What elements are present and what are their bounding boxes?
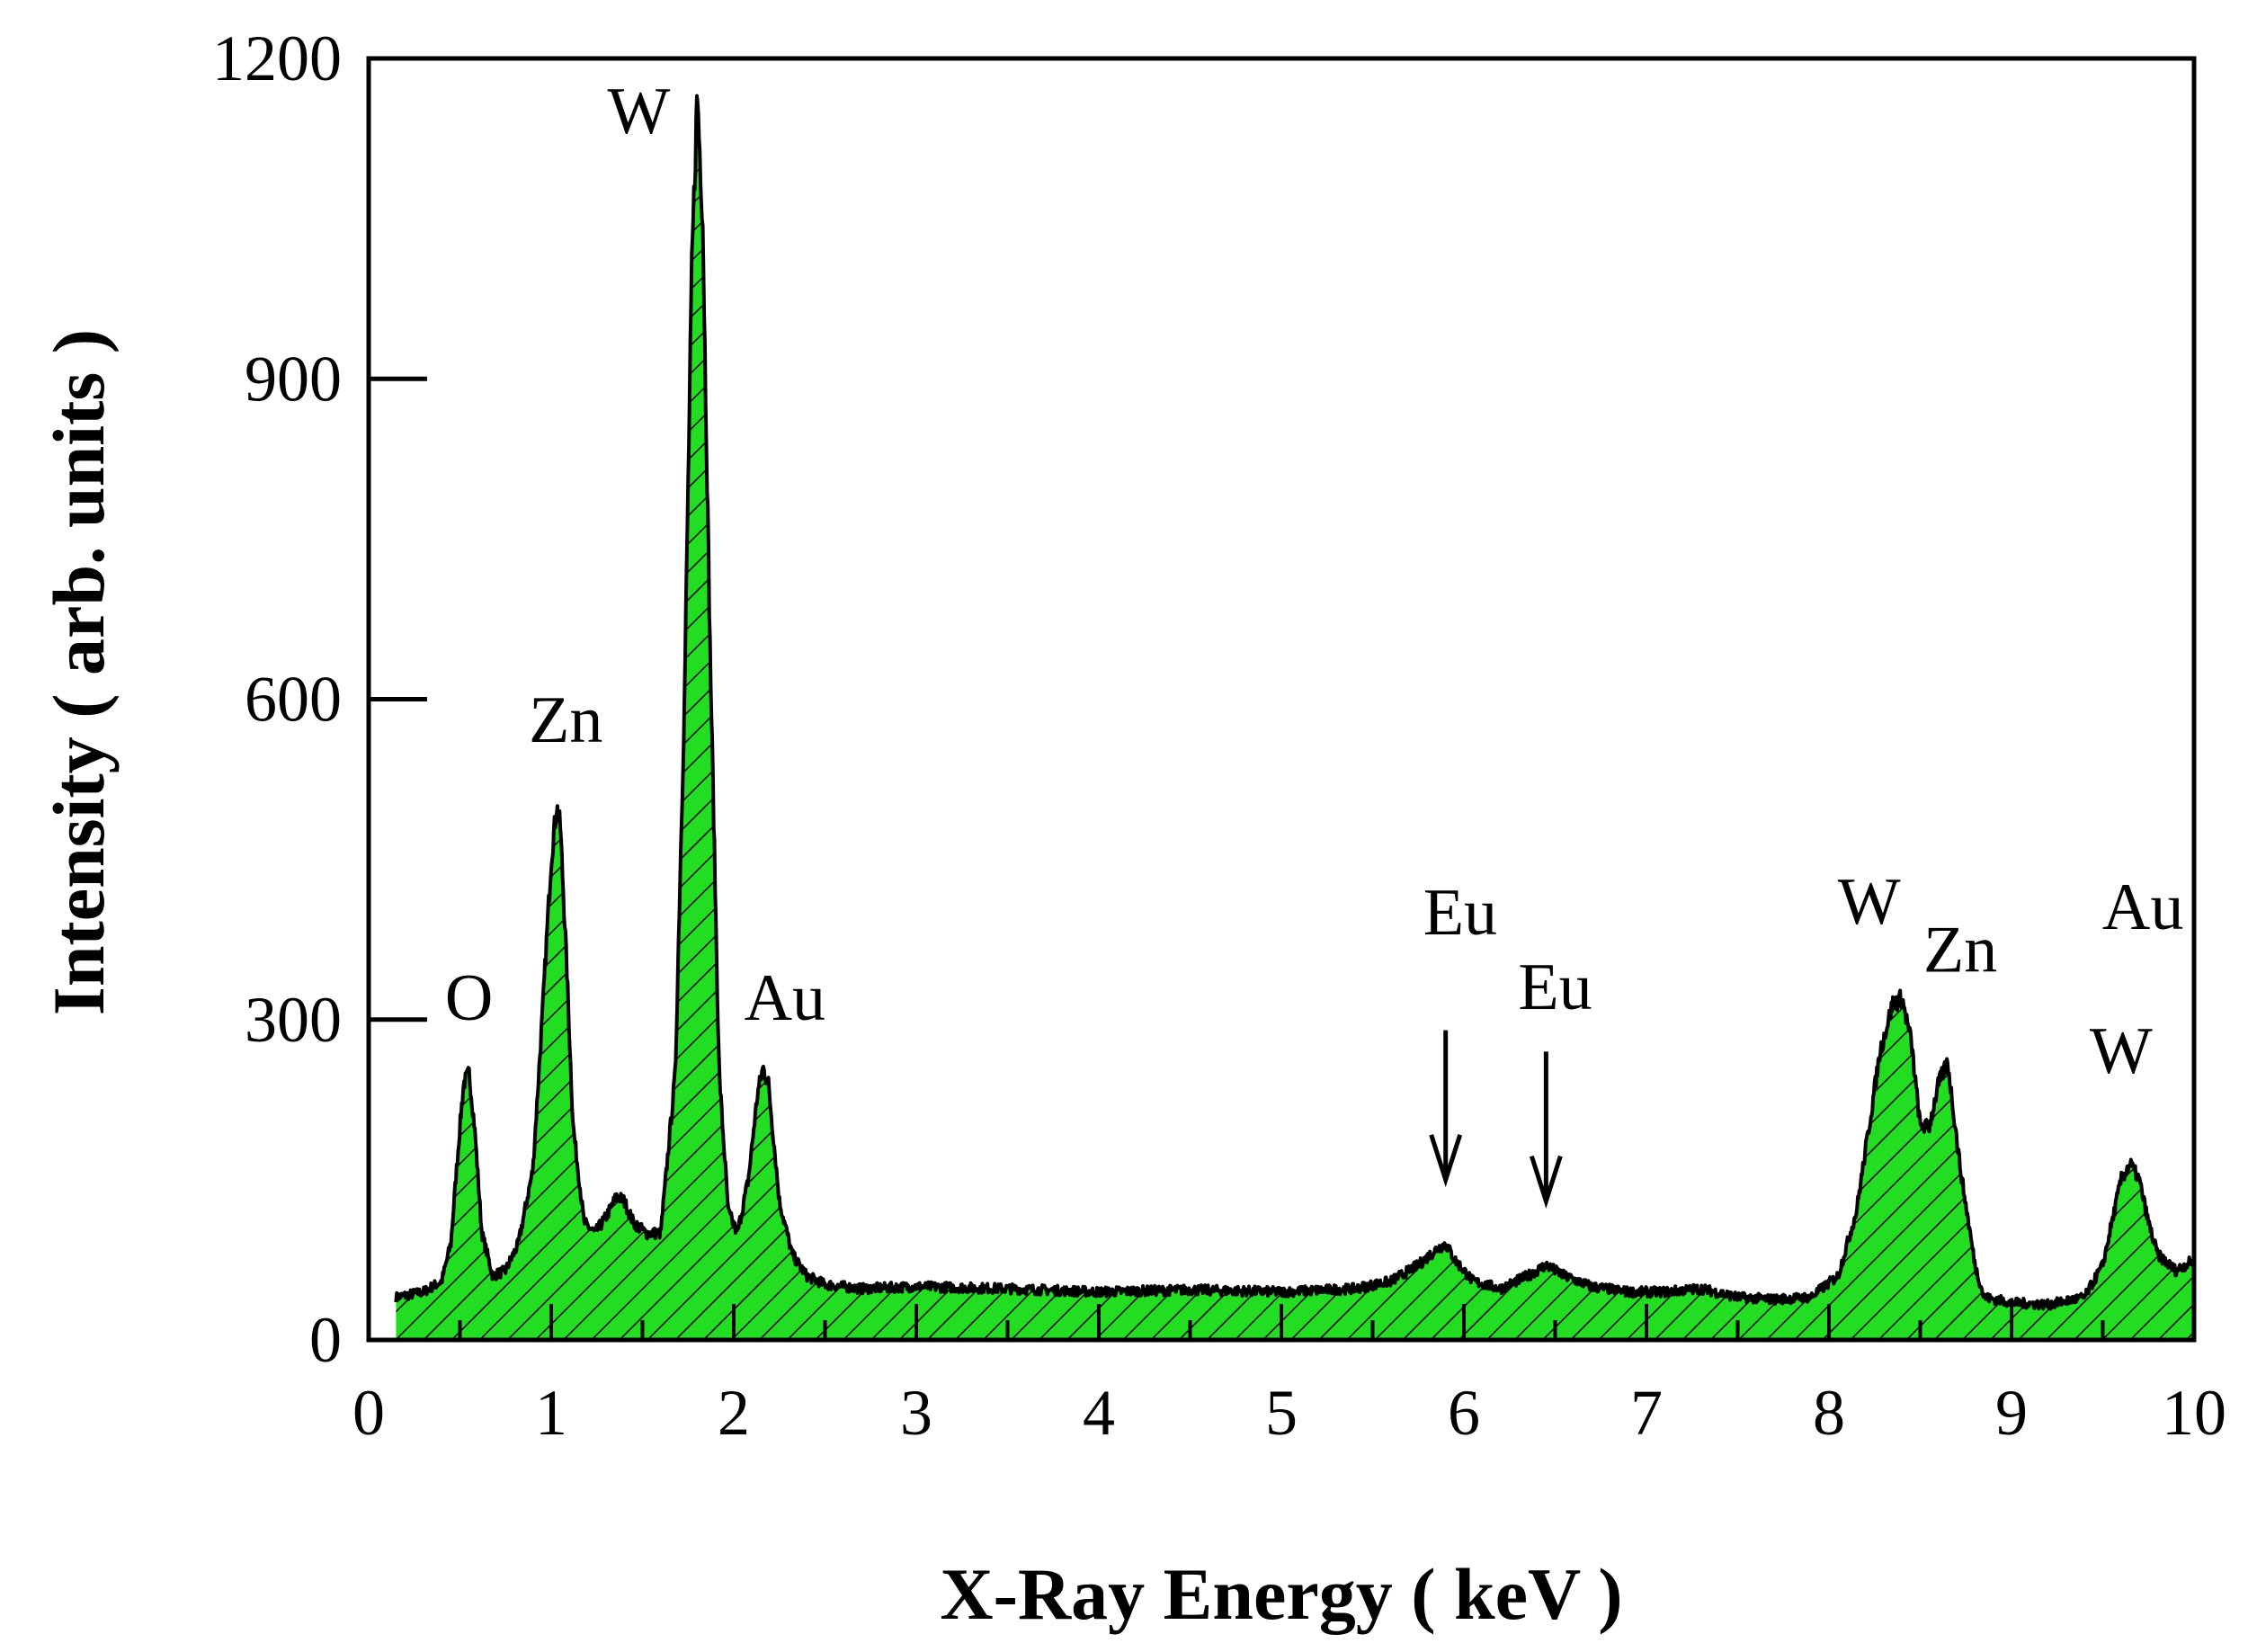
y-axis-title: Intensity ( arb. units ) — [38, 329, 120, 1015]
peak-label: Eu — [1423, 876, 1497, 950]
peak-label: Au — [745, 961, 825, 1035]
x-tick-label: 6 — [1448, 1377, 1480, 1449]
x-tick-label: 1 — [535, 1377, 567, 1449]
peak-label: Zn — [529, 683, 602, 757]
y-tick-label: 0 — [309, 1304, 342, 1376]
peak-label: O — [445, 961, 493, 1035]
x-axis-title: X-Ray Energy ( keV ) — [940, 1553, 1622, 1635]
spectrum-area-fill — [396, 95, 2194, 1341]
x-tick-label: 10 — [2162, 1377, 2226, 1449]
y-tick-label: 300 — [245, 984, 342, 1056]
peak-label: Zn — [1923, 913, 1997, 987]
down-arrow-icon — [1529, 1051, 1563, 1209]
y-tick-label: 600 — [245, 664, 342, 736]
x-tick-label: 3 — [900, 1377, 932, 1449]
y-tick-label: 900 — [245, 343, 342, 415]
peak-label: Eu — [1518, 951, 1592, 1024]
spectrum-line — [394, 94, 2196, 1311]
x-tick-label: 5 — [1265, 1377, 1298, 1449]
x-tick-label: 4 — [1083, 1377, 1115, 1449]
x-tick-label: 0 — [352, 1377, 385, 1449]
x-tick-label: 8 — [1813, 1377, 1845, 1449]
peak-label: W — [1838, 865, 1901, 939]
x-tick-label: 9 — [1995, 1377, 2028, 1449]
peak-label: W — [2090, 1014, 2153, 1088]
down-arrow-icon — [1429, 1030, 1463, 1188]
peak-label: Au — [2102, 871, 2183, 944]
x-tick-label: 2 — [718, 1377, 750, 1449]
peak-label: W — [608, 75, 671, 148]
y-tick-label: 1200 — [212, 22, 342, 94]
x-tick-label: 7 — [1630, 1377, 1663, 1449]
